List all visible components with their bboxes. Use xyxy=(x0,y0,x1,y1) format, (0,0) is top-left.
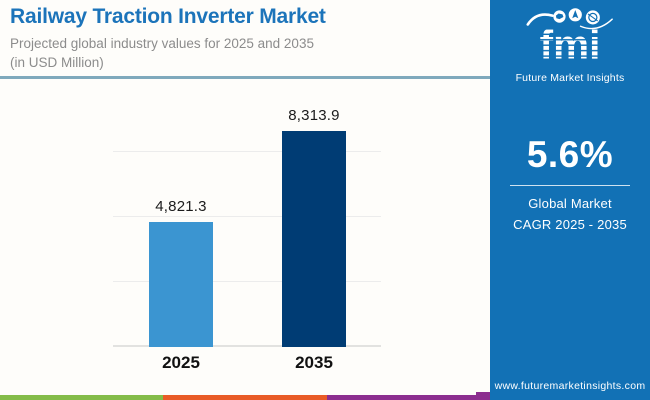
cagr-label-line-2: CAGR 2025 - 2035 xyxy=(513,216,627,232)
bar-category-label-2025: 2025 xyxy=(162,353,200,372)
bar-2025 xyxy=(149,221,213,347)
logo-orbit-arc-icon xyxy=(579,18,613,30)
bar-column-2025: 4,821.3 2025 xyxy=(149,87,213,372)
fmi-logo: fmi Future Market Insights xyxy=(490,4,650,84)
subtitle-line-2: (in USD Million) xyxy=(10,55,104,71)
fmi-logo-graphic: fmi xyxy=(526,8,613,68)
bar-2035 xyxy=(282,130,346,347)
subtitle-line-1: Projected global industry values for 202… xyxy=(10,36,314,51)
gridline-7500 xyxy=(113,151,381,152)
gridline-5000 xyxy=(113,216,381,217)
bar-value-label-2025: 4,821.3 xyxy=(155,197,207,215)
brand-panel: fmi Future Market Insights 5.6% Global M… xyxy=(490,0,650,400)
logo-text: fmi xyxy=(540,22,601,66)
cagr-label-line-1: Global Market xyxy=(528,196,612,211)
logo-map-icon xyxy=(553,10,566,23)
chart-section: Railway Traction Inverter Market Project… xyxy=(0,5,490,400)
cagr-label: Global Market CAGR 2025 - 2035 xyxy=(490,194,650,236)
plot-area: 4,821.3 2025 8,313.9 2035 xyxy=(113,87,381,372)
logo-tagline: Future Market Insights xyxy=(515,72,625,84)
website-url: www.futuremarketinsights.com xyxy=(494,380,646,392)
logo-rocket-icon xyxy=(568,8,582,22)
page-subtitle: Projected global industry values for 202… xyxy=(10,34,480,72)
cagr-block: 5.6% Global Market CAGR 2025 - 2035 xyxy=(490,134,650,236)
strip-purple-segment xyxy=(326,395,490,400)
logo-swoosh-icon xyxy=(526,13,554,26)
purple-accent-square xyxy=(476,392,490,400)
cagr-divider xyxy=(510,185,630,186)
logo-globe-icon xyxy=(585,10,600,25)
bottom-color-strip xyxy=(0,395,490,400)
gridline-2500 xyxy=(113,281,381,282)
bar-column-2035: 8,313.9 2035 xyxy=(282,87,346,372)
header: Railway Traction Inverter Market Project… xyxy=(10,5,480,72)
header-divider xyxy=(0,76,490,79)
page-title: Railway Traction Inverter Market xyxy=(10,5,326,28)
bar-value-label-2035: 8,313.9 xyxy=(288,106,340,124)
strip-orange-segment xyxy=(163,395,327,400)
cagr-value: 5.6% xyxy=(526,134,614,175)
x-axis-baseline xyxy=(113,345,381,347)
bar-category-label-2035: 2035 xyxy=(295,353,333,372)
strip-green-segment xyxy=(0,395,164,400)
